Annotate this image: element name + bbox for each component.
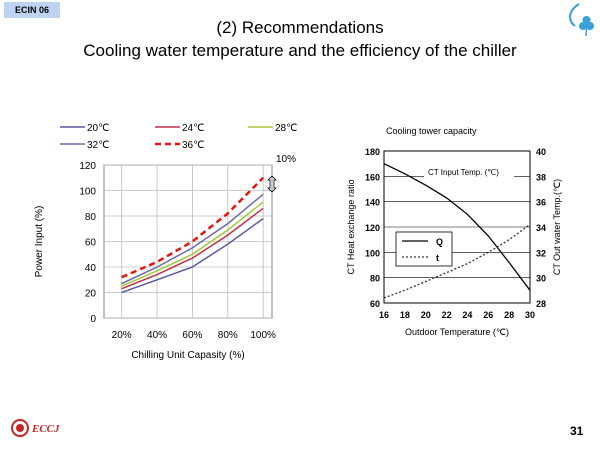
y2-tick-label: 30 (536, 274, 546, 284)
annotation-label: 10% (276, 154, 296, 165)
legend-box (395, 231, 453, 267)
x-tick-label: 24 (462, 310, 472, 320)
x-tick-label: 28 (504, 310, 514, 320)
x-tick-label: 20% (112, 330, 132, 341)
y-tick-label: 160 (365, 172, 380, 182)
series-line (121, 207, 264, 290)
annotation-bg (424, 165, 514, 179)
y-tick-label: 140 (365, 198, 380, 208)
x-tick-label: 18 (400, 310, 410, 320)
x-tick-label: 100% (250, 330, 276, 341)
x-tick-label: 20 (421, 310, 431, 320)
page-number: 31 (570, 424, 584, 438)
series-line (121, 193, 264, 285)
eccj-logo: ECCJ (11, 419, 60, 437)
y2-axis-label: CT Out water Temp.(℃) (552, 179, 562, 275)
y-axis-label: CT Heat exchange ratio (346, 180, 356, 275)
y-tick-label: 60 (85, 238, 97, 249)
y2-tick-label: 38 (536, 172, 546, 182)
legend-label: Q (436, 237, 443, 247)
legend-label: 28℃ (275, 123, 297, 134)
y-tick-label: 120 (365, 223, 380, 233)
series-line (121, 217, 264, 294)
series-line (121, 176, 265, 279)
y-tick-label: 40 (85, 263, 97, 274)
y-tick-label: 100 (365, 248, 380, 258)
x-tick-label: 26 (483, 310, 493, 320)
power-input-chart: 0 20 40 60 80 100 120 20% 40% 60% 80% 100% Chilling … (34, 123, 297, 361)
y-tick-label: 120 (79, 161, 96, 172)
y2-tick-label: 28 (536, 299, 546, 309)
y-tick-label: 80 (85, 212, 97, 223)
eccj-logo-text: ECCJ (31, 423, 60, 435)
x-tick-label: 80% (218, 330, 238, 341)
slide-tag: ECIN 06 (4, 2, 60, 18)
x-axis-label: Outdoor Temperature (℃) (405, 327, 509, 337)
y-tick-label: 180 (365, 147, 380, 157)
y-tick-label: 80 (370, 274, 380, 284)
legend-label: t (436, 253, 439, 263)
legend-label: 36℃ (182, 140, 204, 151)
x-axis-label: Chilling Unit Capasity (%) (131, 350, 244, 361)
annotation-label: CT Input Temp. (℃) (428, 168, 499, 177)
chart-title: Cooling tower capacity (386, 126, 477, 136)
double-arrow-icon (267, 175, 277, 193)
legend-label: 20℃ (87, 123, 109, 134)
y2-tick-label: 34 (536, 223, 546, 233)
x-tick-label: 30 (525, 310, 535, 320)
series-line (121, 201, 264, 287)
series-line (383, 163, 531, 291)
y-axis-label: Power Input (%) (34, 206, 45, 278)
x-tick-label: 60% (182, 330, 202, 341)
y2-tick-label: 36 (536, 198, 546, 208)
y-tick-label: 60 (370, 299, 380, 309)
y-tick-label: 0 (90, 314, 96, 325)
cooling-tower-chart: Cooling tower capacity 60 80 100 120 140 160 18… (346, 126, 562, 337)
slide-subtitle: Cooling water temperature and the effici… (83, 41, 517, 60)
x-tick-label: 16 (379, 310, 389, 320)
legend-label: 32℃ (87, 140, 109, 151)
x-tick-label: 40% (147, 330, 167, 341)
y-tick-label: 20 (85, 289, 97, 300)
y-tick-label: 100 (79, 187, 96, 198)
clover-logo-icon (569, 3, 594, 37)
y2-tick-label: 32 (536, 248, 546, 258)
slide-title: (2) Recommendations (216, 18, 384, 37)
y2-tick-label: 40 (536, 147, 546, 157)
x-tick-label: 22 (442, 310, 452, 320)
legend-label: 24℃ (182, 123, 204, 134)
